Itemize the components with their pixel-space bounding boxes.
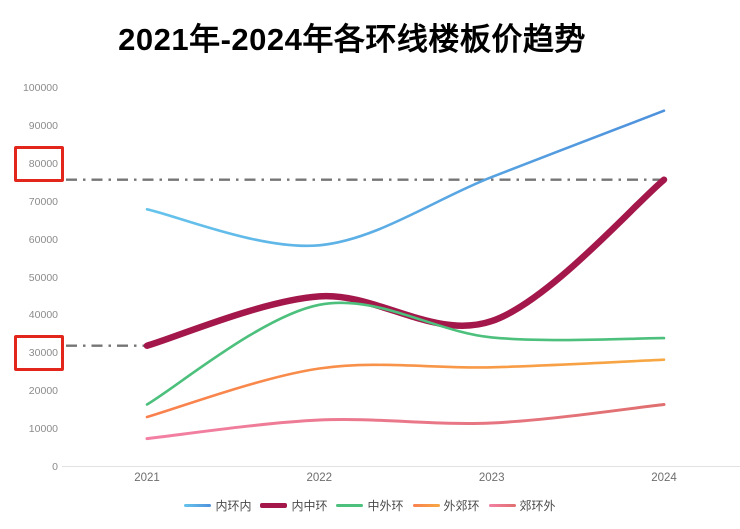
legend-item-郊环外[interactable]: 郊环外 bbox=[488, 497, 556, 514]
y-axis-tick: 60000 bbox=[28, 233, 58, 246]
legend-label: 内中环 bbox=[291, 499, 328, 513]
highlight-box-80000 bbox=[14, 145, 64, 182]
series-line-外郊环 bbox=[145, 358, 666, 419]
legend-swatch bbox=[412, 503, 440, 508]
chart-title: 2021年-2024年各环线楼板价趋势 bbox=[118, 22, 586, 57]
legend-item-中外环[interactable]: 中外环 bbox=[336, 497, 404, 514]
legend-swatch bbox=[488, 503, 516, 508]
series-line-郊环外 bbox=[145, 403, 666, 441]
y-axis-tick: 80000 bbox=[28, 157, 58, 170]
legend-label: 郊环外 bbox=[519, 499, 556, 513]
y-axis-tick: 20000 bbox=[28, 385, 58, 398]
y-axis-tick: 90000 bbox=[28, 119, 58, 132]
legend-label: 内环内 bbox=[215, 499, 252, 513]
legend-item-内中环[interactable]: 内中环 bbox=[260, 497, 327, 514]
x-axis-line bbox=[62, 466, 740, 467]
legend-swatch bbox=[336, 503, 364, 508]
series-line-内中环 bbox=[143, 176, 668, 349]
y-axis-tick: 70000 bbox=[28, 195, 58, 208]
y-axis-tick: 10000 bbox=[28, 423, 58, 436]
series-line-内环内 bbox=[145, 109, 666, 248]
legend-item-外郊环[interactable]: 外郊环 bbox=[412, 497, 480, 514]
legend: 内环内 内中环 中外环 外郊环 郊环外 bbox=[0, 497, 740, 514]
x-axis-tick: 2022 bbox=[306, 472, 333, 484]
legend-swatch bbox=[184, 503, 212, 508]
highlight-box-30000 bbox=[14, 335, 64, 372]
y-axis-tick: 0 bbox=[52, 461, 58, 473]
x-axis-tick: 2023 bbox=[478, 472, 505, 484]
legend-swatch bbox=[260, 503, 288, 508]
series-line-中外环 bbox=[145, 301, 666, 406]
y-axis-tick: 30000 bbox=[28, 347, 58, 360]
legend-label: 外郊环 bbox=[443, 499, 480, 513]
legend-label: 中外环 bbox=[367, 499, 404, 513]
y-axis-tick: 50000 bbox=[28, 271, 58, 284]
x-axis-tick: 2024 bbox=[651, 472, 677, 484]
y-axis-tick: 40000 bbox=[28, 309, 58, 322]
y-axis-tick: 100000 bbox=[22, 82, 58, 94]
legend-item-内环内[interactable]: 内环内 bbox=[184, 497, 251, 514]
x-axis-tick: 2021 bbox=[134, 472, 160, 484]
